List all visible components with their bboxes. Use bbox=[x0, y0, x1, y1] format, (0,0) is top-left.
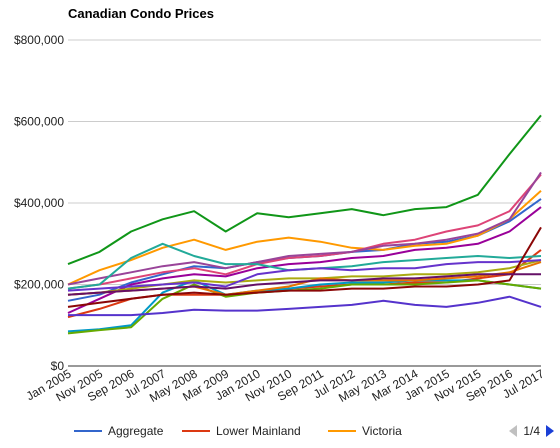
next-page-icon[interactable] bbox=[546, 425, 554, 437]
series-line[interactable] bbox=[67, 279, 542, 333]
legend-item-lower-mainland[interactable]: Lower Mainland bbox=[182, 424, 301, 438]
series-line[interactable] bbox=[67, 226, 542, 308]
y-tick-label: $600,000 bbox=[14, 115, 64, 129]
legend-item-victoria[interactable]: Victoria bbox=[328, 424, 402, 438]
legend-swatch bbox=[328, 430, 356, 432]
chart-title: Canadian Condo Prices bbox=[68, 6, 214, 21]
previous-page-icon[interactable] bbox=[509, 425, 518, 437]
series-line[interactable] bbox=[67, 259, 542, 292]
legend-label: Victoria bbox=[362, 424, 402, 438]
y-tick-label: $400,000 bbox=[14, 196, 64, 210]
y-axis: $0 $200,000 $400,000 $600,000 $800,000 bbox=[14, 33, 64, 373]
legend-label: Lower Mainland bbox=[216, 424, 301, 438]
legend-label: Aggregate bbox=[108, 424, 164, 438]
series-line[interactable] bbox=[67, 173, 542, 290]
series-line[interactable] bbox=[67, 259, 542, 296]
legend-swatch bbox=[182, 430, 210, 432]
y-tick-label: $800,000 bbox=[14, 33, 64, 47]
y-tick-label: $200,000 bbox=[14, 278, 64, 292]
series-layer bbox=[67, 114, 542, 335]
legend-page-indicator: 1/4 bbox=[523, 424, 540, 438]
series-line[interactable] bbox=[67, 273, 541, 296]
series-line[interactable] bbox=[67, 206, 542, 314]
series-line[interactable] bbox=[67, 114, 542, 266]
legend-pager: 1/4 bbox=[509, 424, 554, 438]
series-line[interactable] bbox=[67, 171, 542, 286]
series-line[interactable] bbox=[67, 190, 542, 286]
series-line[interactable] bbox=[68, 295, 542, 317]
y-tick-label: $0 bbox=[51, 359, 65, 373]
legend: Aggregate Lower Mainland Victoria 1/4 bbox=[0, 424, 560, 446]
legend-swatch bbox=[74, 430, 102, 432]
legend-item-aggregate[interactable]: Aggregate bbox=[74, 424, 163, 438]
